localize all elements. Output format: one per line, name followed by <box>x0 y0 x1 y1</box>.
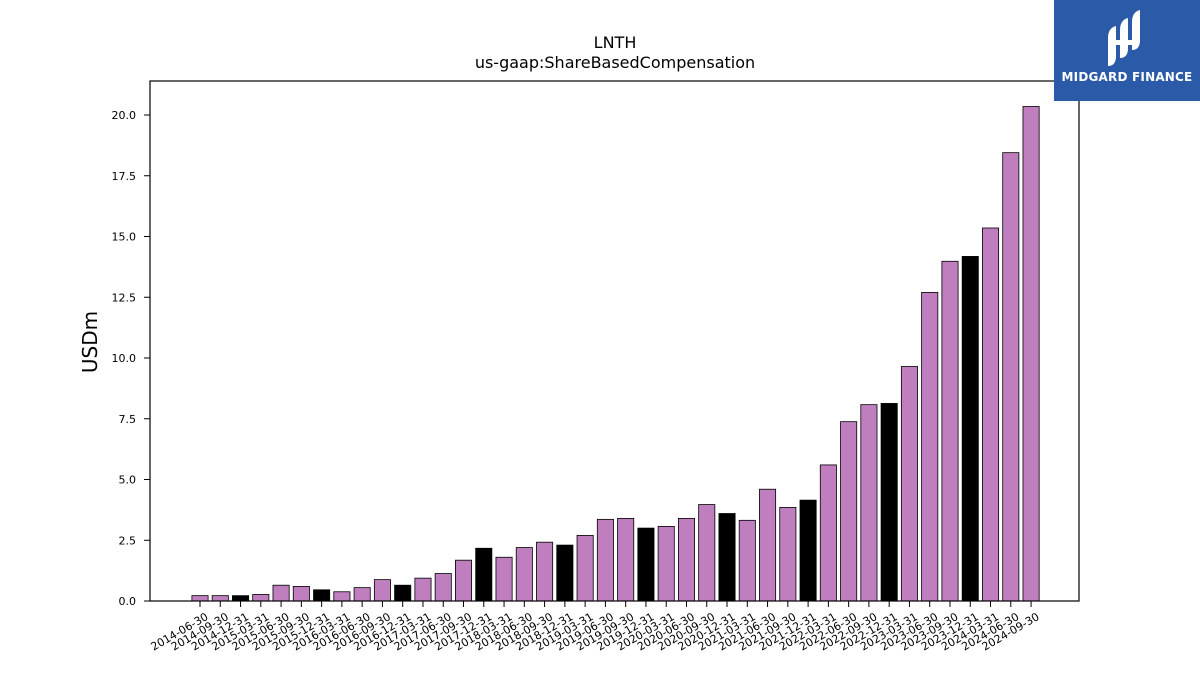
bar-2017-03-31 <box>414 577 432 602</box>
bar-2016-06-30 <box>353 587 371 602</box>
bar-2021-03-31 <box>738 519 756 602</box>
bar-2015-03-31 <box>252 594 270 602</box>
bar-2019-03-31 <box>576 534 594 602</box>
bar-2022-06-30 <box>840 421 858 602</box>
bar-2014-09-30 <box>211 595 229 602</box>
y-tick-label: 12.5 <box>112 291 137 304</box>
bar-2022-09-30 <box>860 404 878 602</box>
logo-text: MIDGARD FINANCE <box>1061 70 1193 84</box>
bar-2018-12-31 <box>556 544 574 602</box>
bar-2023-03-31 <box>900 366 918 602</box>
bar-2024-09-30 <box>1022 106 1040 602</box>
y-axis-label: USDm <box>78 311 102 373</box>
bar-2019-12-31 <box>637 527 655 602</box>
bar-2021-12-31 <box>799 499 817 602</box>
y-tick-label: 5.0 <box>119 474 137 487</box>
bar-2016-03-31 <box>333 591 351 602</box>
y-tick-label: 0.0 <box>119 595 137 608</box>
midgard-logo-icon <box>1108 10 1140 66</box>
bar-2020-12-31 <box>718 513 736 602</box>
y-tick-label: 15.0 <box>112 231 137 244</box>
bar-2020-09-30 <box>698 504 716 602</box>
bar-2017-09-30 <box>455 559 473 602</box>
bar-2024-03-31 <box>982 227 1000 602</box>
y-tick-label: 20.0 <box>112 109 137 122</box>
y-tick-label: 10.0 <box>112 352 137 365</box>
bar-2018-03-31 <box>495 556 513 602</box>
y-tick-label: 17.5 <box>112 170 137 183</box>
y-axis: 0.0 2.5 5.0 7.5 10.0 12.5 15.0 17.5 20.0 <box>112 109 150 608</box>
bar-2019-09-30 <box>617 517 635 602</box>
x-axis: 2014-06-302014-09-302014-12-312015-03-31… <box>149 601 1042 653</box>
bar-2015-09-30 <box>292 586 310 602</box>
bar-2021-06-30 <box>759 488 777 602</box>
bar-2019-06-30 <box>596 518 614 602</box>
bar-2023-06-30 <box>921 291 939 602</box>
bar-2018-09-30 <box>536 541 554 602</box>
chart-subtitle: us-gaap:ShareBasedCompensation <box>475 53 755 72</box>
bar-2017-06-30 <box>434 573 452 602</box>
logo-badge: MIDGARD FINANCE <box>1054 0 1200 101</box>
bar-2015-12-31 <box>313 589 331 602</box>
bar-2014-12-31 <box>232 595 250 602</box>
chart-title: LNTH <box>594 33 637 52</box>
bars-group <box>191 106 1040 602</box>
bar-2018-06-30 <box>515 547 533 602</box>
bar-2023-12-31 <box>961 256 979 602</box>
bar-2024-06-30 <box>1002 152 1020 602</box>
bar-2016-09-30 <box>373 579 391 602</box>
bar-2017-12-31 <box>475 547 493 602</box>
bar-2015-06-30 <box>272 584 290 602</box>
bar-2020-06-30 <box>677 517 695 602</box>
plot-frame <box>149 80 1080 602</box>
y-tick-label: 2.5 <box>119 534 137 547</box>
bar-2014-06-30 <box>191 595 209 602</box>
bar-2022-03-31 <box>819 464 837 602</box>
y-tick-label: 7.5 <box>119 413 137 426</box>
bar-2022-12-31 <box>880 403 898 602</box>
bar-2020-03-31 <box>657 526 675 602</box>
bar-2021-09-30 <box>779 507 797 602</box>
bar-2016-12-31 <box>394 584 412 602</box>
bar-2023-09-30 <box>941 260 959 602</box>
